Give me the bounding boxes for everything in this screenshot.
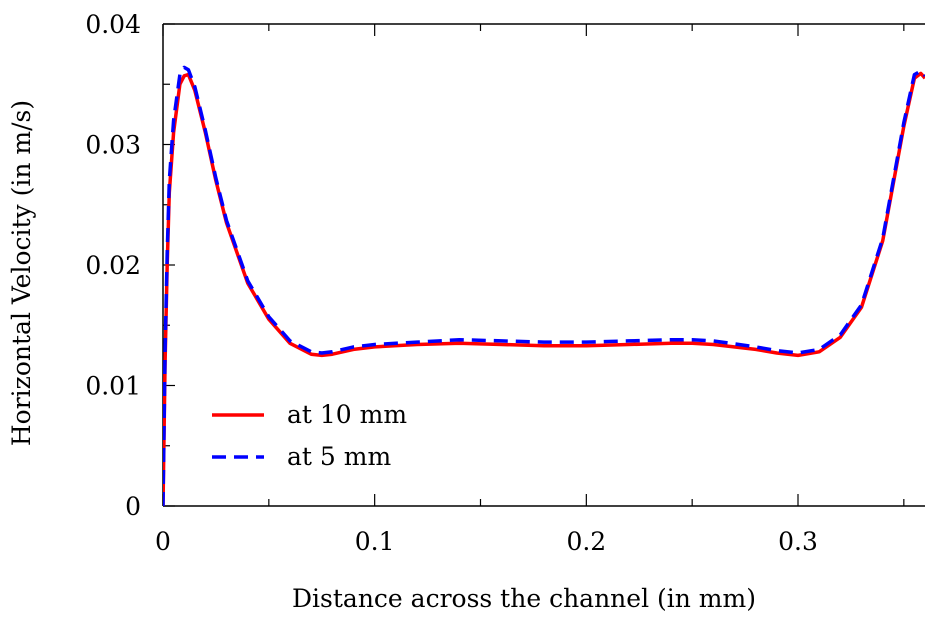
- series-line-2: [163, 65, 925, 507]
- legend: at 10 mm at 5 mm: [212, 400, 407, 471]
- y-tick-label: 0: [125, 492, 141, 521]
- x-tick-label: 0.2: [566, 527, 606, 556]
- y-tick-label: 0.01: [85, 372, 141, 401]
- y-tick-label: 0.04: [85, 10, 141, 39]
- y-tick-label: 0.02: [85, 251, 141, 280]
- plot-frame: [162, 23, 925, 507]
- x-tick-label: 0: [155, 527, 171, 556]
- y-tick-label: 0.03: [85, 131, 141, 160]
- y-axis-label: Horizontal Velocity (in m/s): [7, 100, 36, 446]
- y-axis-ticks: 0 0.01 0.02 0.03 0.04: [85, 10, 175, 521]
- x-axis-ticks: 0 0.1 0.2 0.3: [155, 24, 905, 556]
- legend-label-1: at 10 mm: [287, 400, 407, 429]
- x-axis-label: Distance across the channel (in mm): [292, 584, 756, 613]
- x-tick-label: 0.1: [355, 527, 395, 556]
- series-group: [163, 65, 925, 507]
- x-tick-label: 0.3: [778, 527, 818, 556]
- legend-label-2: at 5 mm: [287, 442, 391, 471]
- series-line-1: [163, 71, 925, 507]
